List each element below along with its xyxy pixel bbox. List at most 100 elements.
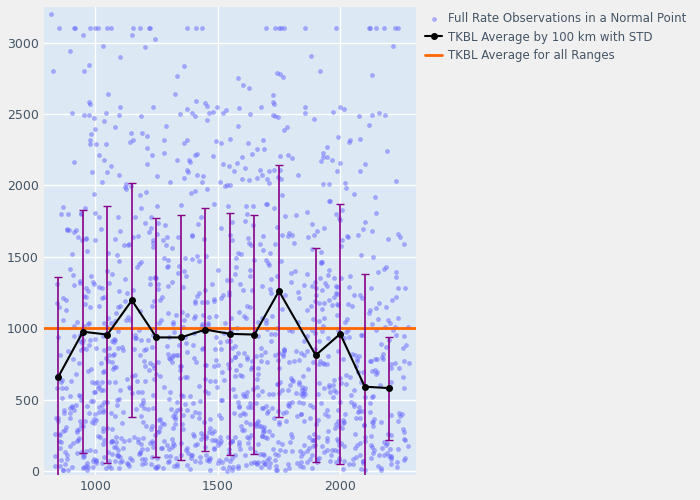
Full Rate Observations in a Normal Point xyxy=(174,362,186,370)
Full Rate Observations in a Normal Point xyxy=(71,426,83,434)
Full Rate Observations in a Normal Point xyxy=(385,364,396,372)
Full Rate Observations in a Normal Point xyxy=(280,418,291,426)
Full Rate Observations in a Normal Point xyxy=(267,431,278,439)
Full Rate Observations in a Normal Point xyxy=(279,344,290,352)
Full Rate Observations in a Normal Point xyxy=(382,430,393,438)
Full Rate Observations in a Normal Point xyxy=(104,280,115,287)
Full Rate Observations in a Normal Point xyxy=(114,386,125,394)
Full Rate Observations in a Normal Point xyxy=(244,238,255,246)
Full Rate Observations in a Normal Point xyxy=(244,272,256,280)
Full Rate Observations in a Normal Point xyxy=(387,42,398,50)
TKBL Average by 100 km with STD xyxy=(275,288,284,294)
Full Rate Observations in a Normal Point xyxy=(335,374,346,382)
Full Rate Observations in a Normal Point xyxy=(253,364,264,372)
Full Rate Observations in a Normal Point xyxy=(241,388,253,396)
Full Rate Observations in a Normal Point xyxy=(225,314,237,322)
Full Rate Observations in a Normal Point xyxy=(367,70,378,78)
Full Rate Observations in a Normal Point xyxy=(328,386,339,394)
Full Rate Observations in a Normal Point xyxy=(66,403,78,411)
Full Rate Observations in a Normal Point xyxy=(142,405,153,413)
Full Rate Observations in a Normal Point xyxy=(80,236,92,244)
Full Rate Observations in a Normal Point xyxy=(234,371,246,379)
Full Rate Observations in a Normal Point xyxy=(314,317,325,325)
Full Rate Observations in a Normal Point xyxy=(81,466,92,474)
Full Rate Observations in a Normal Point xyxy=(309,436,320,444)
Full Rate Observations in a Normal Point xyxy=(126,32,137,40)
Full Rate Observations in a Normal Point xyxy=(197,172,209,180)
Full Rate Observations in a Normal Point xyxy=(272,438,284,446)
Full Rate Observations in a Normal Point xyxy=(276,231,288,239)
Full Rate Observations in a Normal Point xyxy=(296,386,307,394)
Full Rate Observations in a Normal Point xyxy=(101,140,112,147)
Full Rate Observations in a Normal Point xyxy=(179,333,190,341)
Full Rate Observations in a Normal Point xyxy=(260,402,272,410)
Full Rate Observations in a Normal Point xyxy=(288,358,300,366)
Full Rate Observations in a Normal Point xyxy=(165,405,176,413)
Full Rate Observations in a Normal Point xyxy=(147,422,158,430)
Full Rate Observations in a Normal Point xyxy=(169,413,181,421)
Full Rate Observations in a Normal Point xyxy=(188,432,199,440)
Full Rate Observations in a Normal Point xyxy=(197,322,208,330)
Full Rate Observations in a Normal Point xyxy=(234,411,246,419)
Full Rate Observations in a Normal Point xyxy=(57,426,69,434)
Full Rate Observations in a Normal Point xyxy=(176,308,188,316)
Full Rate Observations in a Normal Point xyxy=(370,24,382,32)
Full Rate Observations in a Normal Point xyxy=(148,362,159,370)
Full Rate Observations in a Normal Point xyxy=(178,268,190,276)
Full Rate Observations in a Normal Point xyxy=(252,460,263,468)
Full Rate Observations in a Normal Point xyxy=(111,251,122,259)
Full Rate Observations in a Normal Point xyxy=(284,358,295,366)
Full Rate Observations in a Normal Point xyxy=(114,227,125,235)
Full Rate Observations in a Normal Point xyxy=(145,214,156,222)
Full Rate Observations in a Normal Point xyxy=(83,319,94,327)
Full Rate Observations in a Normal Point xyxy=(88,419,99,427)
Full Rate Observations in a Normal Point xyxy=(373,315,384,323)
Full Rate Observations in a Normal Point xyxy=(123,462,134,470)
Full Rate Observations in a Normal Point xyxy=(391,463,402,471)
Full Rate Observations in a Normal Point xyxy=(153,318,164,326)
Full Rate Observations in a Normal Point xyxy=(73,360,84,368)
Full Rate Observations in a Normal Point xyxy=(271,466,282,474)
Full Rate Observations in a Normal Point xyxy=(291,459,302,467)
Full Rate Observations in a Normal Point xyxy=(332,132,343,140)
Full Rate Observations in a Normal Point xyxy=(295,447,306,455)
Full Rate Observations in a Normal Point xyxy=(93,151,104,159)
Full Rate Observations in a Normal Point xyxy=(194,396,205,404)
Full Rate Observations in a Normal Point xyxy=(177,283,188,291)
Full Rate Observations in a Normal Point xyxy=(398,428,409,436)
Full Rate Observations in a Normal Point xyxy=(330,458,342,466)
Full Rate Observations in a Normal Point xyxy=(224,181,235,189)
Full Rate Observations in a Normal Point xyxy=(193,220,204,228)
Full Rate Observations in a Normal Point xyxy=(245,266,256,274)
Full Rate Observations in a Normal Point xyxy=(402,442,413,450)
Full Rate Observations in a Normal Point xyxy=(332,326,344,334)
Full Rate Observations in a Normal Point xyxy=(349,402,360,409)
Full Rate Observations in a Normal Point xyxy=(98,346,109,354)
Full Rate Observations in a Normal Point xyxy=(60,423,71,431)
Full Rate Observations in a Normal Point xyxy=(129,371,140,379)
Full Rate Observations in a Normal Point xyxy=(268,100,279,108)
Full Rate Observations in a Normal Point xyxy=(114,53,125,61)
Full Rate Observations in a Normal Point xyxy=(181,105,193,113)
Full Rate Observations in a Normal Point xyxy=(76,210,87,218)
Full Rate Observations in a Normal Point xyxy=(315,156,326,164)
Full Rate Observations in a Normal Point xyxy=(371,210,382,218)
Full Rate Observations in a Normal Point xyxy=(253,458,264,466)
Full Rate Observations in a Normal Point xyxy=(88,464,99,471)
Full Rate Observations in a Normal Point xyxy=(313,416,324,424)
Full Rate Observations in a Normal Point xyxy=(168,318,179,326)
Full Rate Observations in a Normal Point xyxy=(95,359,106,367)
Full Rate Observations in a Normal Point xyxy=(139,454,150,462)
Full Rate Observations in a Normal Point xyxy=(297,464,308,471)
Full Rate Observations in a Normal Point xyxy=(351,358,362,366)
Full Rate Observations in a Normal Point xyxy=(218,109,229,117)
Full Rate Observations in a Normal Point xyxy=(158,420,169,428)
Full Rate Observations in a Normal Point xyxy=(366,356,377,364)
Full Rate Observations in a Normal Point xyxy=(270,24,281,32)
Full Rate Observations in a Normal Point xyxy=(130,406,141,413)
Full Rate Observations in a Normal Point xyxy=(318,384,330,392)
Full Rate Observations in a Normal Point xyxy=(339,318,350,326)
Full Rate Observations in a Normal Point xyxy=(253,422,265,430)
Full Rate Observations in a Normal Point xyxy=(164,388,176,396)
Full Rate Observations in a Normal Point xyxy=(265,459,276,467)
